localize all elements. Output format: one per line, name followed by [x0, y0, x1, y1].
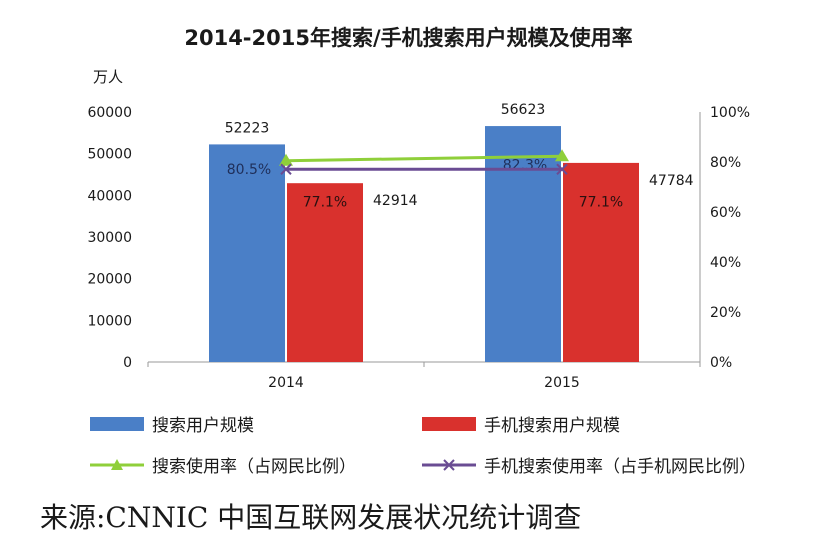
point-search-rate [555, 149, 569, 162]
y2-tick-label: 40% [710, 255, 741, 271]
legend-swatch-mobile-search-rate [422, 457, 476, 473]
legend-item-search-rate: 搜索使用率（占网民比例） [90, 452, 356, 477]
legend-label-mobile-search-users: 手机搜索用户规模 [484, 416, 620, 436]
bar-value-label: 52223 [225, 120, 270, 136]
y-tick-label: 50000 [87, 147, 132, 163]
point-mobile-search-rate [280, 163, 292, 175]
bar-search-users [209, 144, 285, 362]
legend-item-mobile-search-rate: 手机搜索使用率（占手机网民比例） [422, 452, 756, 477]
bar-mobile-search-users [563, 162, 639, 362]
y-axis-unit-label: 万人 [93, 68, 123, 86]
bar-mobile-search-users [287, 183, 363, 362]
line-value-label: 82.3% [503, 157, 547, 173]
legend-item-mobile-search-users: 手机搜索用户规模 [422, 411, 620, 436]
bar-value-label: 47784 [649, 173, 694, 189]
line-value-label: 80.5% [227, 162, 271, 178]
point-mobile-search-rate [556, 163, 568, 175]
y2-tick-label: 80% [710, 155, 741, 171]
y2-tick-label: 0% [710, 355, 732, 371]
legend-label-search-users: 搜索用户规模 [152, 416, 254, 436]
bar-value-label: 56623 [501, 102, 546, 118]
y2-tick-label: 100% [710, 105, 750, 121]
x-tick-label: 2015 [544, 375, 580, 391]
bar-value-label: 42914 [373, 193, 418, 209]
chart-title: 2014-2015年搜索/手机搜索用户规模及使用率 [184, 26, 633, 50]
y-tick-label: 30000 [87, 230, 132, 246]
x-tick-label: 2014 [268, 375, 304, 391]
source-note: 来源:CNNIC 中国互联网发展状况统计调查 [40, 501, 582, 534]
y-tick-label: 10000 [87, 313, 132, 329]
legend-item-search-users: 搜索用户规模 [90, 411, 254, 436]
legend-swatch-search-users [90, 416, 144, 431]
legend-swatch-search-rate [90, 457, 144, 473]
point-search-rate [279, 153, 293, 166]
y2-tick-label: 60% [710, 205, 741, 221]
y-tick-label: 0 [123, 355, 132, 371]
y-tick-label: 20000 [87, 272, 132, 288]
line-value-label: 77.1% [303, 194, 347, 210]
bar-search-users [485, 126, 561, 362]
y-tick-label: 40000 [87, 188, 132, 204]
line-search-rate [285, 154, 563, 163]
legend-swatch-mobile-search-users [422, 416, 476, 431]
legend-label-mobile-search-rate: 手机搜索使用率（占手机网民比例） [484, 457, 756, 477]
y-tick-label: 60000 [87, 105, 132, 121]
y2-tick-label: 20% [710, 305, 741, 321]
legend-label-search-rate: 搜索使用率（占网民比例） [152, 457, 356, 477]
line-value-label: 77.1% [579, 194, 623, 210]
